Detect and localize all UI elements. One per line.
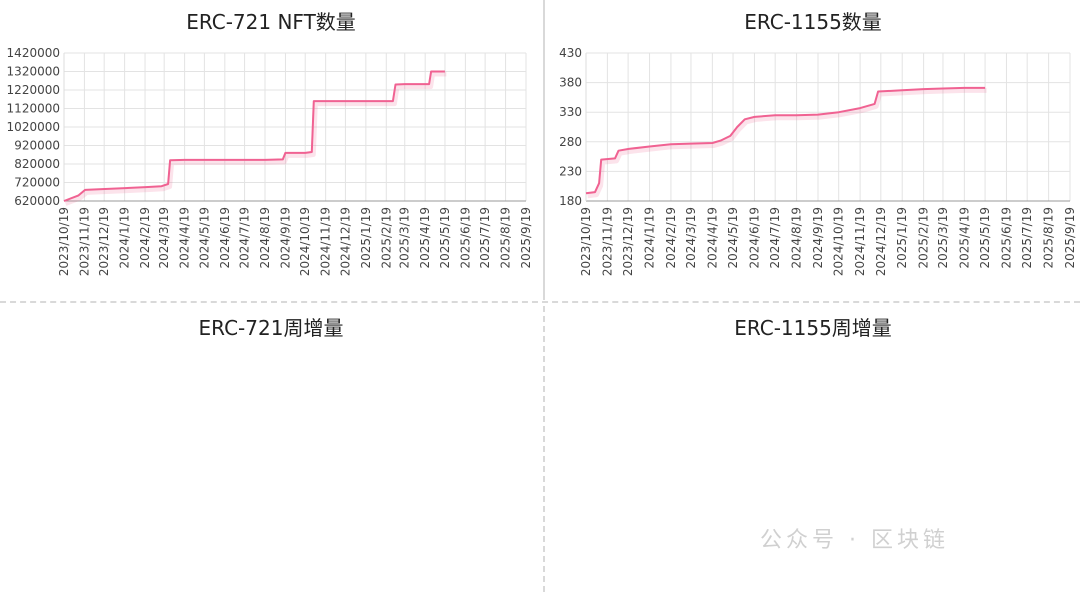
series-line — [585, 86, 986, 195]
series-shadow — [64, 71, 447, 206]
x-tick-label: 2024/4/19 — [178, 207, 192, 269]
y-tick-label: 1020000 — [7, 120, 60, 134]
y-tick-label: 1420000 — [7, 46, 60, 60]
x-tick-label: 2025/9/19 — [519, 207, 533, 269]
chart-svg: 0500001000001500002000002500002023/10/22… — [6, 46, 533, 275]
y-tick-label: 1220000 — [7, 83, 60, 97]
x-tick-label: 2024/6/19 — [747, 207, 761, 269]
plot-area — [586, 53, 1070, 201]
chart-panel-erc1155-count: ERC-1155数量 180 230 280 330 380 430 2023/10/19 2… — [546, 0, 1080, 300]
x-tick-label: 2023/10/19 — [579, 207, 593, 276]
x-tick-label: 2024/8/19 — [790, 207, 804, 269]
x-tick-label: 2024/7/19 — [768, 207, 782, 269]
chart-title: ERC-721周增量 — [198, 316, 344, 340]
x-tick-label: 2024/6/19 — [218, 207, 232, 269]
y-tick-label: 820000 — [14, 157, 60, 171]
x-tick-label: 2024/4/19 — [705, 207, 719, 269]
y-tick-label: 280 — [559, 135, 582, 149]
chart-panel-erc721-count: ERC-721 NFT数量 620000 720000 820000 920000 10… — [0, 0, 542, 300]
x-tick-label: 2023/11/19 — [77, 207, 91, 276]
chart-title: ERC-1155周增量 — [734, 316, 892, 340]
y-tick-label: 430 — [559, 46, 582, 60]
x-tick-label: 2025/2/19 — [917, 207, 931, 269]
y-tick-label: 180 — [559, 194, 582, 208]
x-tick-label: 2025/8/19 — [1042, 207, 1056, 269]
x-tick-label: 2024/9/19 — [811, 207, 825, 269]
x-tick-label: 2025/9/19 — [1063, 207, 1077, 269]
x-tick-label: 2025/4/19 — [418, 207, 432, 269]
chart-svg: 620000 720000 820000 920000 1020000 1120000 12… — [7, 46, 533, 276]
x-tick-label: 2025/3/19 — [398, 207, 412, 269]
x-tick-label: 2025/2/19 — [379, 207, 393, 269]
x-tick-label: 2024/12/19 — [874, 207, 888, 276]
x-tick-label: 2024/3/19 — [684, 207, 698, 269]
x-tick-label: 2025/3/19 — [936, 207, 950, 269]
series-line — [63, 70, 445, 202]
y-tick-label: 1120000 — [7, 102, 60, 116]
x-tick-label: 2024/8/19 — [258, 207, 272, 269]
x-tick-label: 2024/10/19 — [832, 207, 846, 276]
x-tick-label: 2024/7/19 — [238, 207, 252, 269]
x-tick-label: 2025/5/19 — [978, 207, 992, 269]
x-tick-label: 2024/2/19 — [664, 207, 678, 269]
y-tick-label: 380 — [559, 76, 582, 90]
x-tick-label: 2024/11/19 — [853, 207, 867, 276]
x-tick-label: 2023/11/19 — [600, 207, 614, 276]
y-tick-label: 720000 — [14, 176, 60, 190]
chart-title: ERC-1155数量 — [744, 10, 882, 34]
y-tick-label: 330 — [559, 105, 582, 119]
y-tick-label: 1320000 — [7, 65, 60, 79]
x-tick-label: 2025/1/19 — [359, 207, 373, 269]
x-tick-label: 2024/10/19 — [298, 207, 312, 276]
x-tick-label: 2025/6/19 — [999, 207, 1013, 269]
x-tick-label: 2025/6/19 — [458, 207, 472, 269]
x-tick-label: 2025/7/19 — [478, 207, 492, 269]
x-tick-label: 2024/9/19 — [278, 207, 292, 269]
vertical-divider — [543, 0, 545, 300]
y-tick-label: 230 — [559, 164, 582, 178]
y-tick-label: 920000 — [14, 139, 60, 153]
x-tick-label: 2024/1/19 — [643, 207, 657, 269]
x-tick-label: 2024/2/19 — [138, 207, 152, 269]
x-tick-label: 2024/5/19 — [197, 207, 211, 269]
x-tick-label: 2024/3/19 — [157, 207, 171, 269]
chart-svg: 180 230 280 330 380 430 2023/10/19 2023/11/19 20… — [559, 46, 1077, 276]
x-tick-label: 2025/8/19 — [499, 207, 513, 269]
chart-panel-erc721-weekly: ERC-721周增量 05000010000015000020000025000… — [0, 46, 542, 592]
chart-title: ERC-721 NFT数量 — [186, 10, 356, 34]
x-tick-label: 2023/12/19 — [621, 207, 635, 276]
x-tick-label: 2024/12/19 — [338, 207, 352, 276]
x-tick-label: 2024/5/19 — [726, 207, 740, 269]
x-tick-label: 2025/4/19 — [957, 207, 971, 269]
series-shadow — [587, 87, 987, 199]
horizontal-divider — [0, 301, 1080, 303]
vertical-divider-dashed — [543, 306, 545, 592]
watermark: 公众号 · 区块链 — [760, 528, 949, 553]
y-tick-label: 620000 — [14, 194, 60, 208]
x-tick-label: 2024/11/19 — [319, 207, 333, 276]
x-tick-label: 2024/1/19 — [118, 207, 132, 269]
x-tick-label: 2023/10/19 — [57, 207, 71, 276]
x-tick-label: 2025/7/19 — [1020, 207, 1034, 269]
x-tick-label: 2023/12/19 — [97, 207, 111, 276]
x-tick-label: 2025/1/19 — [895, 207, 909, 269]
x-tick-label: 2025/5/19 — [438, 207, 452, 269]
